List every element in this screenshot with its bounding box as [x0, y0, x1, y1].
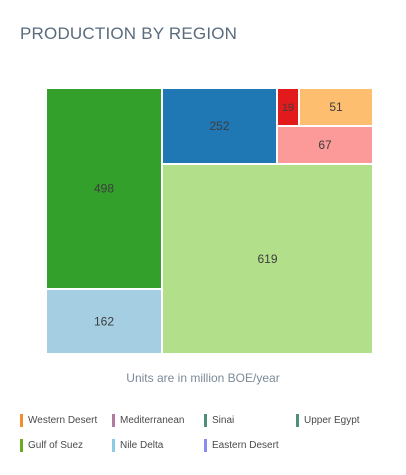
legend-item-eastern-desert[interactable]: Eastern Desert — [204, 439, 279, 452]
legend-swatch — [112, 414, 115, 427]
legend-item-upper-egypt[interactable]: Upper Egypt — [296, 414, 360, 427]
legend-item-western-desert[interactable]: Western Desert — [20, 414, 97, 427]
legend-swatch — [112, 439, 115, 452]
legend-item-nile-delta[interactable]: Nile Delta — [112, 439, 163, 452]
treemap-cell-162[interactable] — [47, 290, 161, 353]
legend-swatch — [204, 414, 207, 427]
legend-item-sinai[interactable]: Sinai — [204, 414, 234, 427]
treemap-cell-label: 162 — [94, 315, 114, 329]
treemap-cell-label: 498 — [94, 182, 114, 196]
legend-swatch — [296, 414, 299, 427]
treemap-cell-51[interactable] — [300, 89, 372, 125]
legend-label: Upper Egypt — [304, 415, 360, 426]
treemap-cell-label: 67 — [318, 138, 332, 152]
treemap-cell-19[interactable] — [278, 89, 298, 125]
legend-item-gulf-of-suez[interactable]: Gulf of Suez — [20, 439, 83, 452]
legend-item-mediterranean[interactable]: Mediterranean — [112, 414, 184, 427]
legend-swatch — [20, 414, 23, 427]
legend-label: Gulf of Suez — [28, 440, 84, 451]
legend-label: Eastern Desert — [212, 440, 279, 451]
treemap-cell-label: 51 — [329, 100, 343, 114]
legend-swatch — [204, 439, 207, 452]
treemap-cell-label: 19 — [282, 102, 294, 114]
legend-label: Nile Delta — [120, 440, 164, 451]
legend-swatch — [20, 439, 23, 452]
treemap-cell-252[interactable] — [163, 89, 276, 163]
legend-label: Mediterranean — [120, 415, 185, 426]
legend-label: Sinai — [212, 415, 235, 426]
treemap-cell-label: 619 — [257, 252, 277, 266]
units-note: Units are in million BOE/year — [126, 371, 280, 385]
treemap-cell-498[interactable] — [47, 89, 161, 288]
chart-title: PRODUCTION BY REGION — [20, 24, 238, 43]
treemap-cell-619[interactable] — [163, 165, 372, 353]
treemap-cell-67[interactable] — [278, 127, 372, 163]
legend-label: Western Desert — [28, 415, 98, 426]
treemap-cell-label: 252 — [209, 119, 229, 133]
